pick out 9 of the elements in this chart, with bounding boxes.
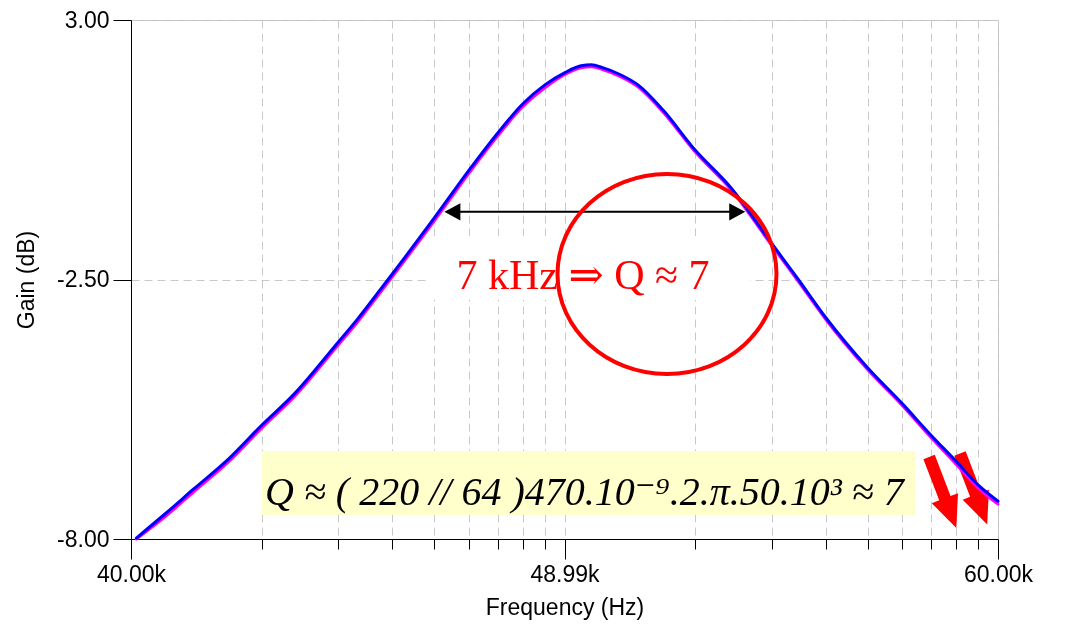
y-tick-label: -8.00 [57,525,110,552]
x-tick-label: 40.00k [96,560,167,587]
y-axis-title: Gain (dB) [13,230,40,330]
x-tick-label: 48.99k [530,560,601,587]
x-axis-title: Frequency (Hz) [485,593,645,620]
x-tick-label: 60.00k [963,560,1034,587]
y-tick-label: 3.00 [64,6,110,33]
annotation: Q ≈ ( 220 // 64 )470.10⁻⁹.2.π.50.10³ ≈ 7 [265,469,906,514]
y-tick-label: -2.50 [57,266,110,292]
